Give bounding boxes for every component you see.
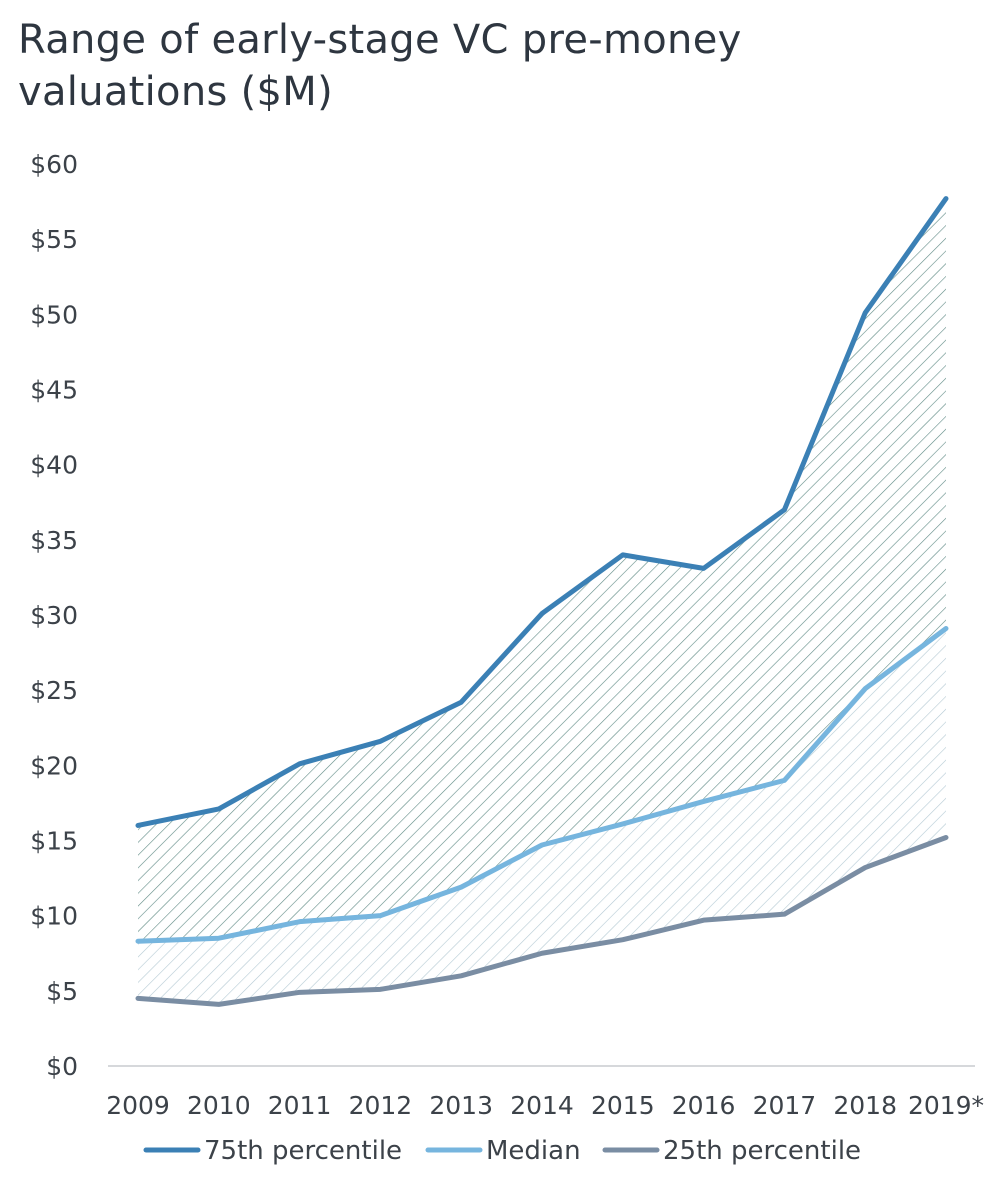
x-tick-label: 2018 bbox=[833, 1091, 897, 1120]
upper-range-area bbox=[138, 198, 946, 942]
x-tick-label: 2015 bbox=[591, 1091, 655, 1120]
x-tick-label: 2019* bbox=[908, 1091, 984, 1120]
y-tick-label: $55 bbox=[30, 225, 78, 254]
x-tick-label: 2016 bbox=[672, 1091, 736, 1120]
legend-item-median: Median bbox=[425, 1136, 581, 1166]
y-tick-label: $50 bbox=[30, 300, 78, 329]
y-axis-labels: $0 $5 $10 $15 $20 $25 $30 $35 $40 $45 $50 $55 $60 bbox=[30, 150, 78, 1081]
area-layer bbox=[138, 198, 946, 1005]
y-tick-label: $40 bbox=[30, 451, 78, 480]
legend-item-75th-percentile: 75th percentile bbox=[143, 1136, 402, 1166]
legend-label: 25th percentile bbox=[663, 1136, 861, 1166]
lower-range-area bbox=[138, 628, 946, 1005]
x-tick-label: 2014 bbox=[510, 1091, 574, 1120]
x-tick-label: 2011 bbox=[268, 1091, 332, 1120]
y-tick-label: $15 bbox=[30, 827, 78, 856]
y-tick-label: $35 bbox=[30, 526, 78, 555]
y-tick-label: $10 bbox=[30, 902, 78, 931]
y-tick-label: $60 bbox=[30, 150, 78, 179]
x-tick-label: 2009 bbox=[106, 1091, 170, 1120]
y-tick-label: $20 bbox=[30, 751, 78, 780]
y-tick-label: $0 bbox=[46, 1052, 78, 1081]
legend-label: 75th percentile bbox=[204, 1136, 402, 1166]
legend-label: Median bbox=[486, 1136, 581, 1166]
x-tick-label: 2013 bbox=[429, 1091, 493, 1120]
series-line-median bbox=[135, 626, 949, 944]
series-line-25th-percentile bbox=[135, 834, 949, 1007]
x-tick-label: 2012 bbox=[349, 1091, 413, 1120]
y-tick-label: $45 bbox=[30, 376, 78, 405]
legend-item-25th-percentile: 25th percentile bbox=[602, 1136, 861, 1166]
legend: 75th percentile Median 25th percentile bbox=[143, 1136, 861, 1166]
y-tick-label: $25 bbox=[30, 676, 78, 705]
x-tick-label: 2017 bbox=[753, 1091, 817, 1120]
line-layer bbox=[135, 196, 949, 1007]
chart-title: Range of early-stage VC pre-money valuat… bbox=[18, 17, 742, 115]
x-tick-label: 2010 bbox=[187, 1091, 251, 1120]
y-tick-label: $5 bbox=[46, 977, 78, 1006]
x-axis-labels: 2009 2010 2011 2012 2013 2014 2015 2016 2017 2018… bbox=[106, 1091, 984, 1120]
y-tick-label: $30 bbox=[30, 601, 78, 630]
series-line-75th-percentile bbox=[135, 196, 949, 828]
